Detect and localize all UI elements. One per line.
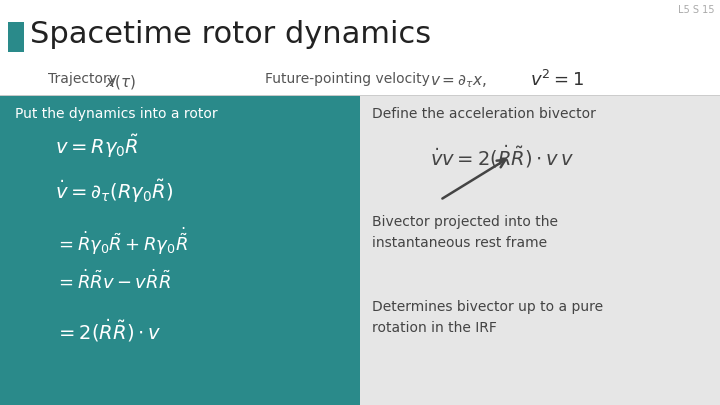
Text: L5 S 15: L5 S 15 xyxy=(678,5,715,15)
Text: $x(\tau)$: $x(\tau)$ xyxy=(105,73,136,91)
Text: $\dot{v}v = 2(\dot{R}\tilde{R})\cdot v\, v$: $\dot{v}v = 2(\dot{R}\tilde{R})\cdot v\,… xyxy=(430,143,574,170)
Bar xyxy=(0,95,360,405)
Text: Trajectory: Trajectory xyxy=(48,72,117,86)
Text: Future-pointing velocity: Future-pointing velocity xyxy=(265,72,430,86)
Text: Spacetime rotor dynamics: Spacetime rotor dynamics xyxy=(30,20,431,49)
Text: $= 2(\dot{R}\tilde{R})\cdot v$: $= 2(\dot{R}\tilde{R})\cdot v$ xyxy=(55,317,161,343)
Bar xyxy=(8,22,24,52)
Text: $v^2 = 1$: $v^2 = 1$ xyxy=(530,70,584,90)
Text: $v = R\gamma_0\tilde{R}$: $v = R\gamma_0\tilde{R}$ xyxy=(55,133,138,160)
Text: Bivector projected into the
instantaneous rest frame: Bivector projected into the instantaneou… xyxy=(372,215,558,249)
Text: $= \dot{R}\tilde{R}v - v\dot{R}\tilde{R}$: $= \dot{R}\tilde{R}v - v\dot{R}\tilde{R}… xyxy=(55,270,171,293)
Text: $= \dot{R}\gamma_0\tilde{R} + R\gamma_0\dot{\tilde{R}}$: $= \dot{R}\gamma_0\tilde{R} + R\gamma_0\… xyxy=(55,225,188,257)
Text: $\dot{v} = \partial_\tau(R\gamma_0\tilde{R})$: $\dot{v} = \partial_\tau(R\gamma_0\tilde… xyxy=(55,178,173,205)
Text: Define the acceleration bivector: Define the acceleration bivector xyxy=(372,107,596,121)
Text: Determines bivector up to a pure
rotation in the IRF: Determines bivector up to a pure rotatio… xyxy=(372,300,603,335)
Text: Put the dynamics into a rotor: Put the dynamics into a rotor xyxy=(15,107,217,121)
Text: $v = \partial_\tau x,$: $v = \partial_\tau x,$ xyxy=(430,73,487,90)
Bar xyxy=(360,95,720,405)
